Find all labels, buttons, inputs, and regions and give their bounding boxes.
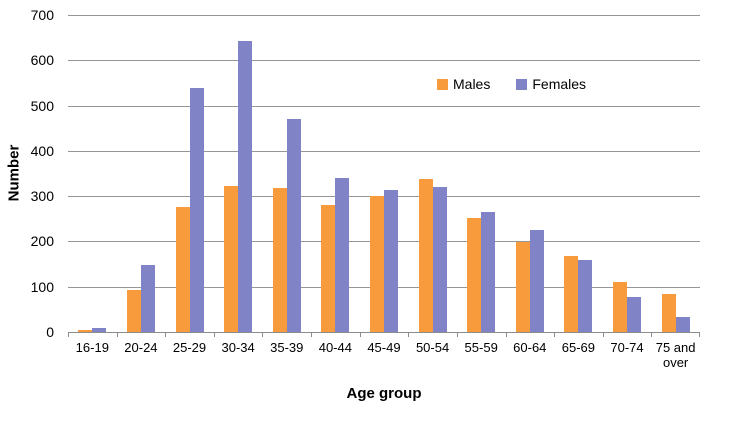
legend-label-females: Females [532,76,587,92]
gridline-700 [68,15,700,16]
plot-area [68,15,700,337]
x-tick-label-70-74: 70-74 [610,340,644,355]
bar-females-16-19 [92,328,107,332]
x-tick-label-35-39: 35-39 [270,340,304,355]
x-axis-tick [651,332,652,337]
bar-females-40-44 [335,178,350,332]
legend: Males Females [437,76,612,92]
y-tick-label-200: 200 [30,233,54,250]
y-tick-label-300: 300 [30,188,54,205]
bar-males-20-24 [126,290,141,332]
x-axis-tick [603,332,604,337]
bar-group-75 and over [651,294,700,332]
x-axis-tick [68,332,69,337]
bar-males-25-29 [175,207,190,332]
bar-group-35-39 [262,119,311,332]
bar-females-60-64 [529,230,544,332]
x-axis-title: Age group [346,385,422,402]
gridline-500 [68,105,700,107]
legend-item-females: Females [516,76,586,92]
x-axis-tick [214,332,215,337]
bar-males-16-19 [78,330,93,332]
x-axis-tick-labels: 16-19 20-24 25-29 30-34 35-39 40-44 45-49 50-54… [68,340,700,370]
x-tick-label-45-49: 45-49 [367,340,401,355]
bar-females-50-54 [432,187,447,332]
bar-group-60-64 [506,230,555,332]
bar-group-70-74 [603,282,652,332]
bar-females-75-and-over [675,317,690,332]
gridline-600 [68,60,700,62]
y-tick-label-400: 400 [30,142,54,159]
females-swatch-icon [516,78,528,90]
bar-group-20-24 [117,265,166,332]
x-axis-tick [506,332,507,337]
bar-females-65-69 [578,260,593,332]
bar-females-35-39 [286,119,301,332]
x-axis-tick [408,332,409,337]
x-axis-tick [311,332,312,337]
bar-females-20-24 [140,265,155,332]
x-axis-tick [165,332,166,337]
x-tick-label-75-and-over: 75 and over [655,340,696,370]
x-tick-label-50-54: 50-54 [415,340,450,355]
x-axis-tick [117,332,118,337]
bar-females-25-29 [189,88,204,332]
bar-group-55-59 [457,212,506,332]
bar-females-30-34 [238,41,253,332]
bar-females-45-49 [383,190,398,332]
x-axis-tick [699,332,700,337]
x-tick-label-30-34: 30-34 [221,340,255,355]
bar-males-70-74 [613,282,628,332]
bar-males-75-and-over [661,294,676,332]
bar-males-30-34 [224,186,239,332]
x-tick-label-16-19: 16-19 [75,340,109,355]
y-tick-label-0: 0 [46,324,54,340]
bar-group-45-49 [360,190,409,332]
bar-males-50-54 [418,179,433,332]
x-tick-label-60-64: 60-64 [513,340,547,355]
y-tick-label-700: 700 [30,7,54,23]
x-axis-tick [554,332,555,337]
bar-group-25-29 [165,88,214,332]
bar-males-45-49 [369,196,384,332]
x-tick-label-20-24: 20-24 [124,340,158,355]
x-axis-line [68,332,700,333]
y-tick-label-600: 600 [30,52,54,69]
legend-item-males: Males [437,76,490,92]
x-axis-tick [262,332,263,337]
x-tick-label-55-59: 55-59 [464,340,498,355]
x-axis-tick [360,332,361,337]
y-tick-label-500: 500 [30,97,54,114]
bar-group-50-54 [408,179,457,332]
males-swatch-icon [437,78,448,90]
bar-group-30-34 [214,41,263,332]
bar-males-65-69 [564,256,579,332]
y-tick-label-100: 100 [30,278,54,295]
gridline-400 [68,150,700,152]
bar-females-70-74 [627,297,642,332]
bar-group-40-44 [311,178,360,332]
bar-females-55-59 [481,212,496,332]
bar-males-60-64 [515,242,530,332]
bar-group-16-19 [68,328,117,332]
bar-males-35-39 [272,188,287,332]
x-tick-label-65-69: 65-69 [561,340,596,355]
x-axis-tick [457,332,458,337]
x-tick-label-25-29: 25-29 [172,340,207,355]
bar-group-65-69 [554,256,603,332]
bar-males-55-59 [467,218,482,332]
legend-label-males: Males [453,76,491,92]
x-tick-label-40-44: 40-44 [318,340,352,355]
bar-males-40-44 [321,205,336,332]
